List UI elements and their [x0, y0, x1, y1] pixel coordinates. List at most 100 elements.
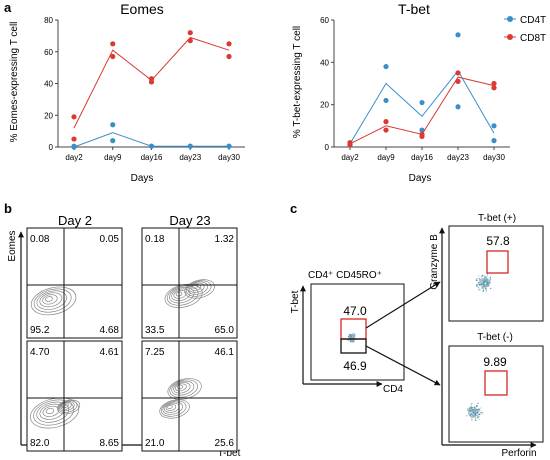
- scatter-dot: [480, 277, 483, 279]
- scatter-dot: [470, 411, 473, 413]
- scatter-dot: [471, 409, 473, 412]
- scatter-dot: [483, 286, 485, 288]
- contour-line: [36, 290, 67, 310]
- scatter-dot: [472, 413, 474, 416]
- gating-scatter: [347, 332, 357, 343]
- tbet-negative-scatter: [466, 402, 484, 422]
- scatter-dot: [467, 409, 469, 411]
- scatter-dot: [478, 275, 480, 277]
- scatter-dot: [478, 418, 480, 420]
- quadrant-upper-left-percent: 0.18: [145, 234, 165, 245]
- quadrant-upper-right-percent: 4.61: [100, 347, 120, 358]
- scatter-dot: [488, 283, 491, 285]
- scatter-dot: [483, 285, 485, 287]
- tbet-cd8t-data-point: [347, 142, 353, 148]
- scatter-dot: [353, 333, 355, 336]
- eomes-line-chart: Eomes % Eomes-expressing T cell Days 0 20…: [9, 1, 245, 184]
- scatter-dot: [467, 408, 470, 410]
- scatter-dot: [485, 281, 487, 283]
- scatter-dot: [471, 403, 473, 405]
- scatter-dot: [482, 291, 484, 293]
- scatter-dot: [350, 341, 352, 343]
- scatter-dot: [467, 412, 470, 414]
- scatter-dot: [350, 333, 352, 336]
- tbet-cd4t-data-point: [455, 104, 461, 110]
- tbet-cd4t-mean-line: [349, 69, 495, 145]
- contour-line: [189, 282, 205, 293]
- scatter-dot: [351, 335, 354, 337]
- quadrant-lower-left-percent: 95.2: [30, 325, 50, 336]
- eomes-cd4t-data-point: [110, 138, 116, 144]
- eomes-y-tick-label: 0: [49, 143, 54, 152]
- scatter-dot: [485, 278, 487, 281]
- scatter-dot: [474, 418, 477, 420]
- c-cd4-axis-label: CD4: [383, 384, 403, 395]
- tbet-positive-title: T-bet (+): [478, 213, 516, 224]
- eomes-cd8t-data-point: [71, 114, 77, 120]
- scatter-dot: [488, 279, 490, 281]
- scatter-dot: [477, 282, 480, 284]
- tbet-negative-percent: 46.9: [343, 359, 367, 373]
- scatter-dot: [479, 280, 481, 283]
- eomes-y-tick-label: 80: [44, 16, 53, 25]
- quadrant-upper-right-percent: 1.32: [215, 234, 235, 245]
- facs-plots: 0.08 0.05 95.2 4.68 0.18 1.32 33.5 65.0 4.70 4.61…: [26, 227, 238, 452]
- day2-title: Day 2: [58, 213, 92, 228]
- scatter-dot: [485, 290, 488, 292]
- scatter-dot: [479, 412, 481, 414]
- scatter-dot: [477, 402, 479, 405]
- tbet-y-axis-label: % T-bet-expressing T cell: [292, 26, 303, 138]
- contour-line: [57, 399, 81, 415]
- facs-plot: 7.25 46.1 21.0 25.6: [141, 340, 238, 452]
- eomes-cd8t-data-point: [226, 41, 232, 47]
- scatter-dot: [471, 419, 473, 421]
- scatter-dot: [470, 405, 472, 407]
- quadrant-lower-right-percent: 8.65: [100, 438, 120, 449]
- contour-line: [58, 400, 78, 413]
- tbet-axis-label: T-bet: [218, 448, 241, 459]
- tbet-x-tick-label: day16: [411, 153, 433, 162]
- scatter-dot: [481, 280, 483, 283]
- eomes-y-axis-label: % Eomes-expressing T cell: [9, 22, 20, 143]
- tbet-cd8t-data-point: [491, 85, 497, 91]
- contour-line: [30, 286, 77, 316]
- scatter-dot: [481, 275, 483, 277]
- gating-plot-frame: [310, 283, 405, 381]
- eomes-cd8t-data-point: [226, 53, 232, 60]
- scatter-dot: [482, 287, 484, 289]
- eomes-cd4t-data-point: [71, 144, 77, 150]
- contour-line: [176, 384, 184, 390]
- eomes-cd4t-data-point: [110, 122, 116, 128]
- facs-plot: 0.08 0.05 95.2 4.68: [26, 227, 123, 339]
- scatter-dot: [483, 275, 485, 277]
- scatter-dot: [347, 339, 349, 341]
- contour-line: [33, 288, 72, 313]
- eomes-cd8t-data-point: [187, 30, 193, 36]
- scatter-dot: [480, 283, 482, 286]
- scatter-dot: [489, 278, 491, 280]
- tbet-cd8t-data-point: [383, 119, 389, 125]
- panel-label-b: b: [4, 201, 12, 216]
- scatter-dot: [476, 414, 479, 417]
- tbet-positive-scatter: [475, 273, 492, 293]
- quadrant-upper-right-percent: 0.05: [100, 234, 120, 245]
- tbet-cd4t-data-point: [383, 63, 389, 70]
- quadrant-upper-right-percent: 46.1: [215, 347, 235, 358]
- scatter-dot: [485, 288, 487, 291]
- quadrant-upper-left-percent: 0.08: [30, 234, 50, 245]
- granzyme-axis-label: Granzyme B: [429, 234, 440, 290]
- legend-cd8t-marker: [507, 34, 513, 40]
- scatter-dot: [487, 282, 489, 285]
- facs-plot-frame: [141, 340, 238, 452]
- tbet-negative-plot-frame: [448, 345, 544, 443]
- scatter-dot: [480, 279, 482, 281]
- contour-line: [190, 283, 202, 291]
- scatter-dot: [472, 415, 474, 417]
- facs-plot-frame: [141, 227, 238, 339]
- scatter-dot: [477, 409, 479, 411]
- scatter-dot: [476, 285, 478, 287]
- tbet-y-tick-label: 0: [325, 143, 330, 152]
- eomes-cd8t-data-point: [148, 79, 155, 85]
- scatter-dot: [481, 412, 484, 414]
